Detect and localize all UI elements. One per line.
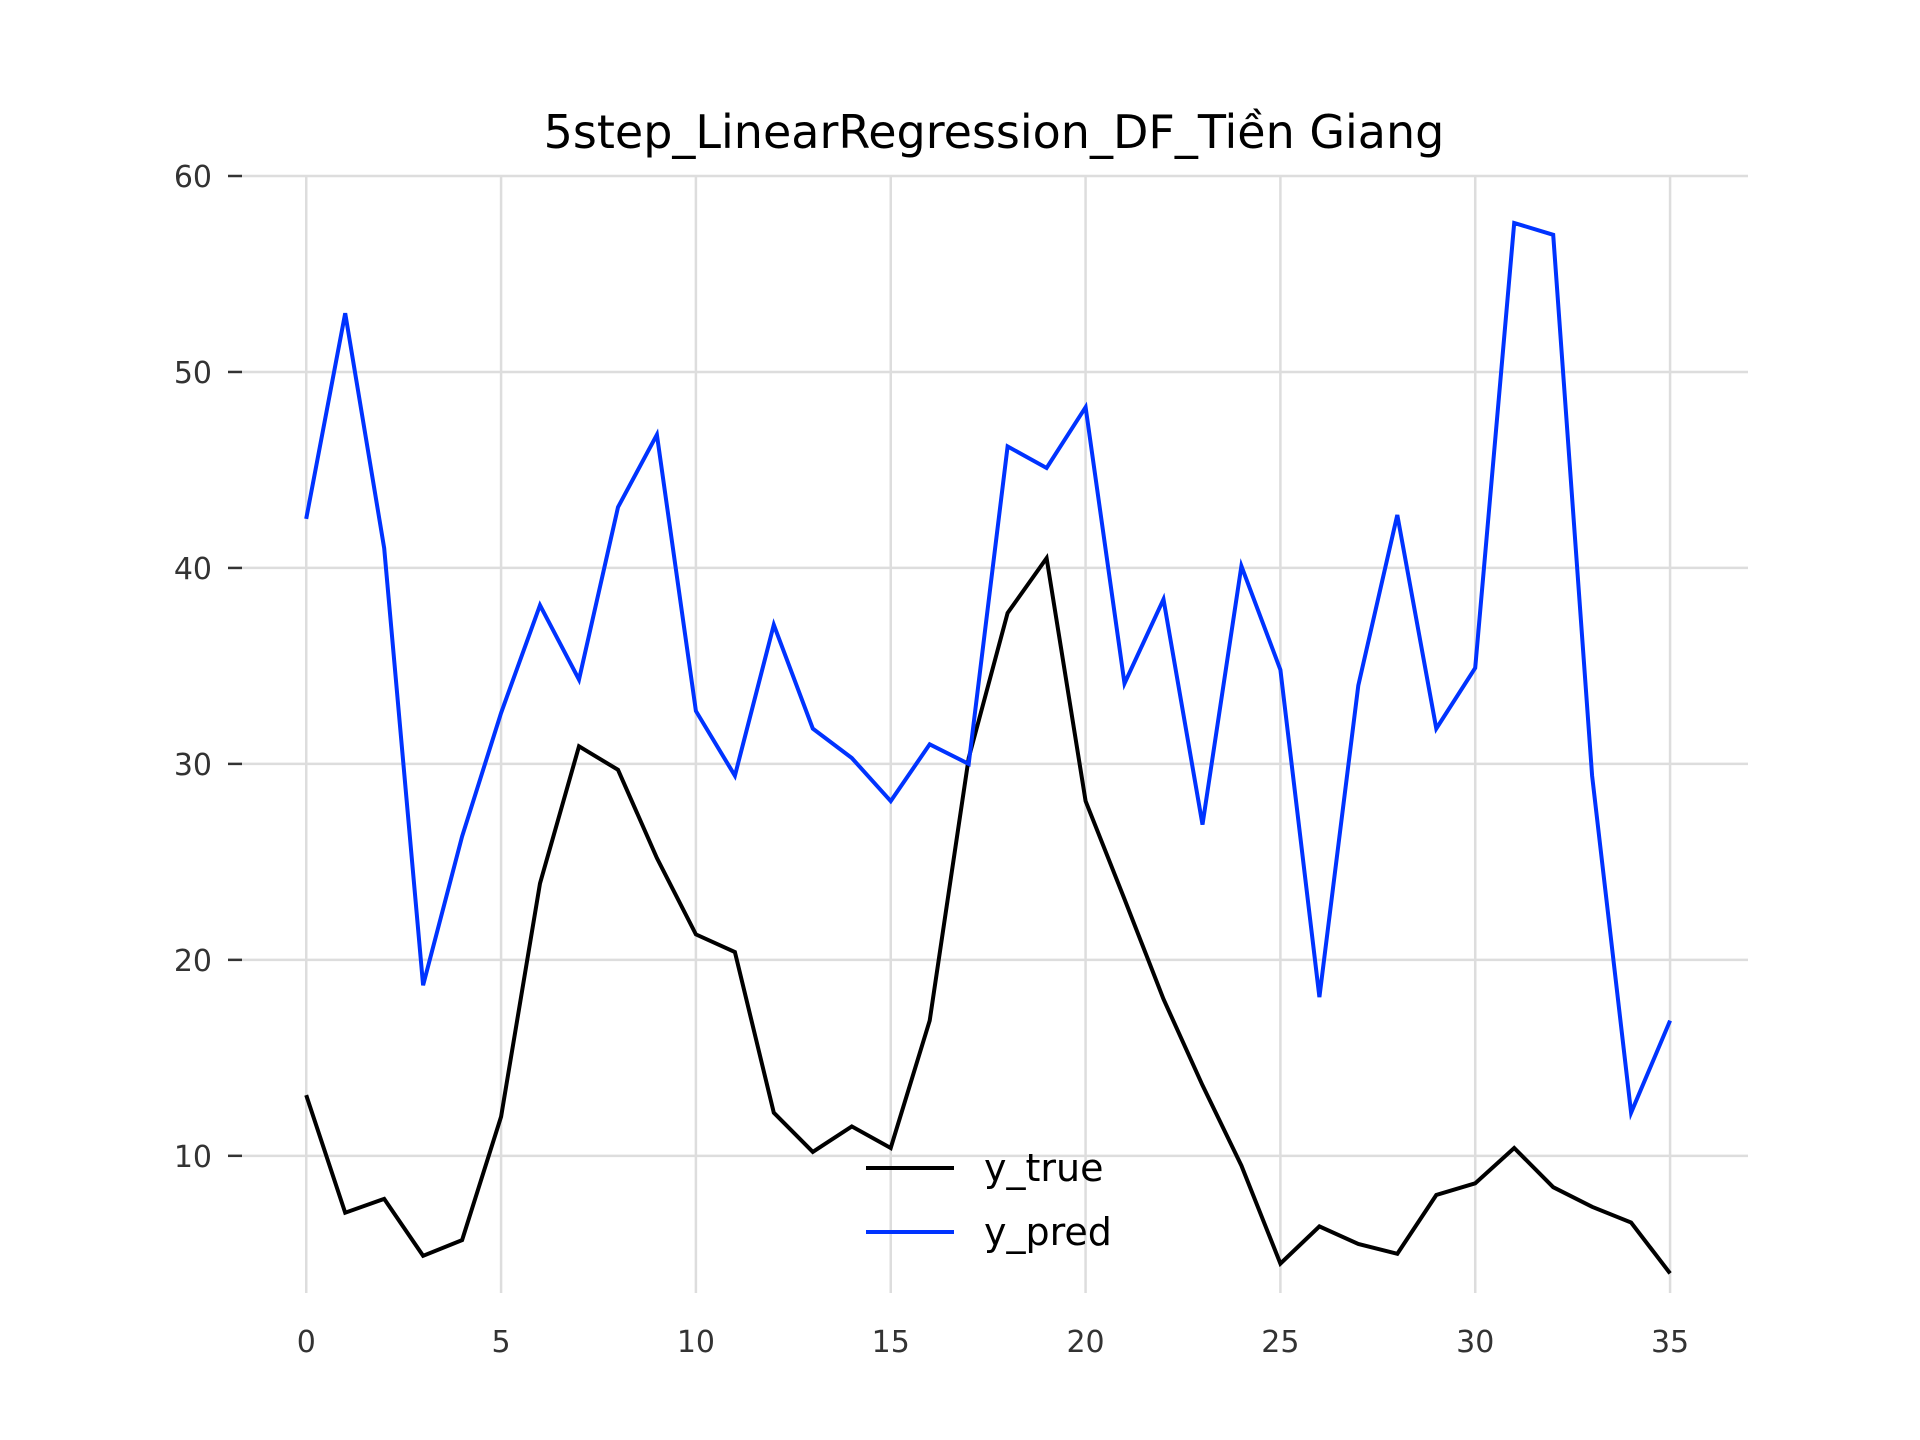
y-tick-label: 20 bbox=[174, 944, 212, 979]
legend-label-y-pred: y_pred bbox=[984, 1210, 1112, 1254]
x-tick-label: 5 bbox=[492, 1325, 511, 1360]
x-tick-label: 25 bbox=[1261, 1325, 1299, 1360]
x-tick-label: 20 bbox=[1066, 1325, 1104, 1360]
x-tick-label: 35 bbox=[1651, 1325, 1689, 1360]
x-tick-label: 10 bbox=[677, 1325, 715, 1360]
grid bbox=[240, 174, 1748, 1293]
y-tick-label: 30 bbox=[174, 748, 212, 783]
series-lines bbox=[304, 220, 1672, 1275]
series-line-y-pred bbox=[304, 220, 1672, 1121]
x-tick-label: 30 bbox=[1456, 1325, 1494, 1360]
x-tick-label: 0 bbox=[297, 1325, 316, 1360]
y-tick-label: 10 bbox=[174, 1140, 212, 1175]
y-tick-label: 50 bbox=[174, 356, 212, 391]
legend: y_true y_pred bbox=[866, 1146, 1112, 1254]
y-tick-label: 60 bbox=[174, 160, 212, 195]
legend-label-y-true: y_true bbox=[984, 1146, 1103, 1190]
axes: 0 5 10 15 20 25 30 35 10 20 30 40 50 60 bbox=[174, 160, 1689, 1360]
y-tick-label: 40 bbox=[174, 552, 212, 587]
series-line-y-true bbox=[304, 552, 1672, 1275]
chart-title: 5step_LinearRegression_DF_Tiền Giang bbox=[544, 105, 1445, 159]
x-tick-label: 15 bbox=[872, 1325, 910, 1360]
